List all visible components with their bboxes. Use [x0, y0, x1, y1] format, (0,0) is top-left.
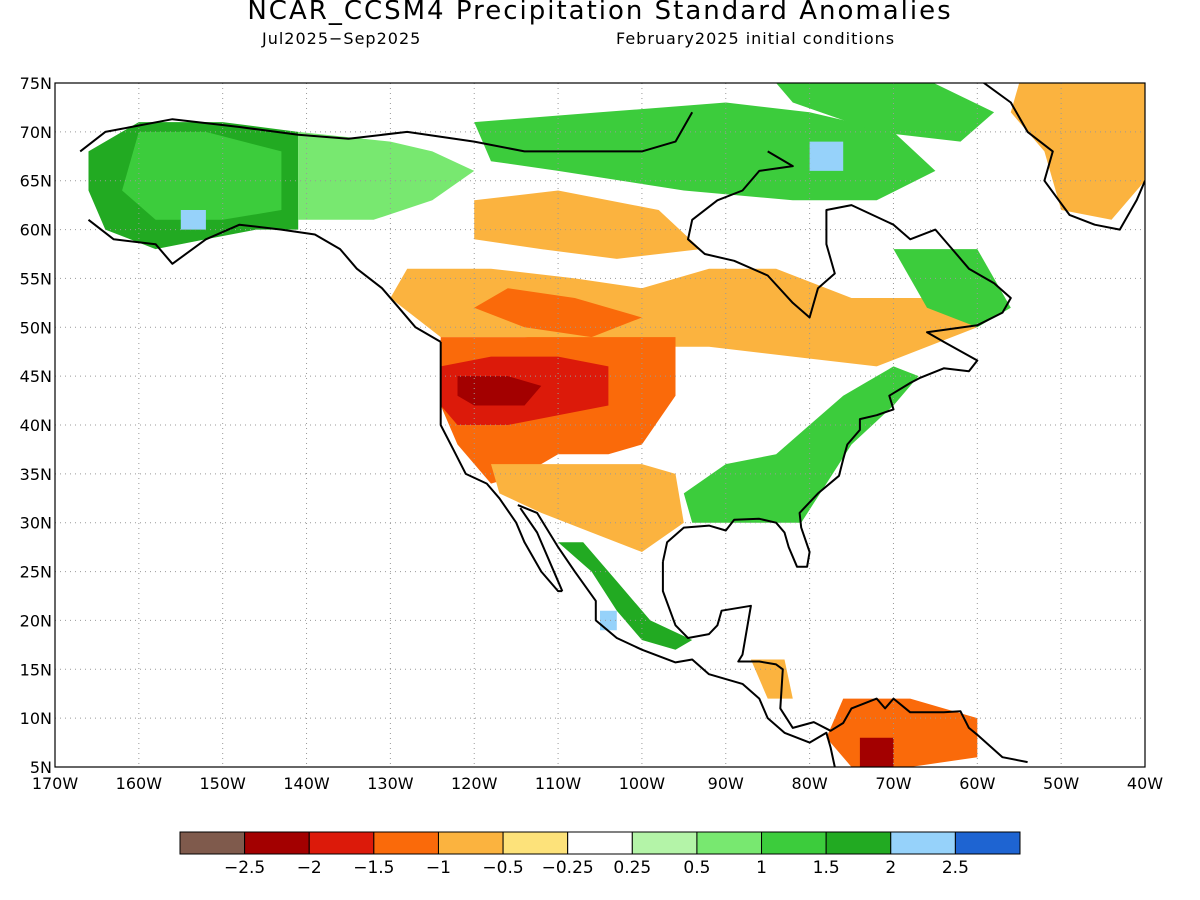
colorbar-swatch — [890, 831, 956, 855]
longitude-label: 140W — [283, 774, 330, 793]
initial-conditions: February2025 initial conditions — [616, 29, 896, 48]
anomaly-region-6 — [776, 83, 995, 142]
latitude-label: 40N — [20, 416, 52, 435]
anomaly-region-10 — [474, 288, 642, 338]
colorbar-swatch — [696, 831, 763, 855]
anomaly-region-19 — [750, 659, 793, 699]
anomaly-region-1 — [122, 131, 282, 220]
anomaly-region-17 — [558, 542, 693, 650]
plot-frame — [54, 82, 1146, 768]
anomaly-region-2 — [180, 210, 206, 230]
coastlines — [79, 83, 1145, 767]
longitude-label: 80W — [792, 774, 828, 793]
longitude-label: 70W — [875, 774, 911, 793]
longitude-label: 60W — [959, 774, 995, 793]
colorbar-label: 1.5 — [813, 858, 840, 878]
colorbar-label: −1 — [426, 858, 451, 878]
colorbar-swatch — [308, 831, 375, 855]
anomaly-shading — [88, 83, 1145, 767]
grid-lines — [55, 83, 1145, 767]
anomaly-region-5 — [809, 141, 844, 171]
map-title: NCAR_CCSM4 Precipitation Standard Anomal… — [247, 0, 953, 26]
colorbar-label: −0.5 — [482, 858, 523, 878]
latitude-label: 15N — [20, 660, 52, 679]
latitude-label: 45N — [20, 367, 52, 386]
coastline-5 — [661, 150, 1012, 568]
coastline-0 — [79, 111, 694, 153]
longitude-label: 50W — [1043, 774, 1079, 793]
colorbar-label: 2 — [885, 858, 896, 878]
latitude-label: 30N — [20, 514, 52, 533]
anomaly-region-7 — [474, 190, 701, 259]
latitude-label: 65N — [20, 172, 52, 191]
latitude-label: 70N — [20, 123, 52, 142]
colorbar-swatch — [502, 831, 569, 855]
coastline-3 — [519, 507, 564, 592]
colorbar: −2.5 −2 −1.5 −1 −0.5 −0.25 0.25 0.5 1 1.5 2 2.5 — [179, 831, 1021, 878]
colorbar-swatch — [825, 831, 892, 855]
latitude-label: 50N — [20, 318, 52, 337]
colorbar-label: 2.5 — [942, 858, 969, 878]
longitude-labels: 170W 160W 150W 140W 130W 120W 110W 100W 90W 80W 70… — [32, 774, 1163, 793]
longitude-label: 130W — [367, 774, 414, 793]
colorbar-swatch — [373, 831, 439, 855]
colorbar-label: 1 — [756, 858, 767, 878]
colorbar-label: −2 — [297, 858, 322, 878]
anomaly-region-3 — [298, 131, 475, 220]
colorbar-swatch — [567, 831, 633, 855]
longitude-label: 110W — [535, 774, 582, 793]
latitude-label: 10N — [20, 709, 52, 728]
anomaly-region-11 — [893, 249, 1011, 328]
anomaly-region-21 — [859, 737, 894, 767]
longitude-label: 150W — [200, 774, 247, 793]
anomaly-region-4 — [474, 102, 936, 201]
forecast-period: Jul2025−Sep2025 — [262, 29, 422, 48]
longitude-label: 90W — [708, 774, 744, 793]
latitude-label: 5N — [30, 758, 52, 777]
colorbar-label: 0.25 — [613, 858, 651, 878]
longitude-label: 40W — [1127, 774, 1163, 793]
latitude-label: 55N — [20, 269, 52, 288]
anomaly-region-15 — [491, 464, 684, 552]
latitude-label: 60N — [20, 221, 52, 240]
colorbar-swatch — [761, 831, 827, 855]
colorbar-label: 0.5 — [683, 858, 710, 878]
longitude-label: 100W — [619, 774, 666, 793]
colorbar-swatch — [244, 831, 310, 855]
colorbar-swatch — [954, 831, 1021, 855]
colorbar-swatch — [179, 831, 246, 855]
colorbar-swatch — [631, 831, 698, 855]
colorbar-label: −1.5 — [353, 858, 394, 878]
latitude-label: 35N — [20, 465, 52, 484]
latitude-labels: 75N 70N 65N 60N 55N 50N 45N 40N 35N 30N 25N 20N 15N 1… — [20, 74, 52, 777]
anomaly-region-20 — [826, 698, 978, 767]
anomaly-region-14 — [457, 376, 542, 406]
anomaly-region-8 — [1010, 83, 1145, 220]
latitude-label: 75N — [20, 74, 52, 93]
coastline-6 — [661, 561, 1028, 764]
coastline-7 — [982, 83, 1145, 231]
coastline-2 — [439, 341, 563, 593]
longitude-label: 170W — [32, 774, 79, 793]
colorbar-label: −2.5 — [224, 858, 265, 878]
colorbar-label: −0.25 — [542, 858, 594, 878]
longitude-label: 160W — [116, 774, 163, 793]
anomaly-region-16 — [683, 366, 919, 523]
longitude-label: 120W — [451, 774, 498, 793]
colorbar-swatch — [437, 831, 504, 855]
latitude-label: 20N — [20, 611, 52, 630]
anomaly-region-18 — [600, 610, 617, 631]
coastline-1 — [87, 219, 442, 343]
coastline-4 — [517, 504, 836, 767]
latitude-label: 25N — [20, 563, 52, 582]
